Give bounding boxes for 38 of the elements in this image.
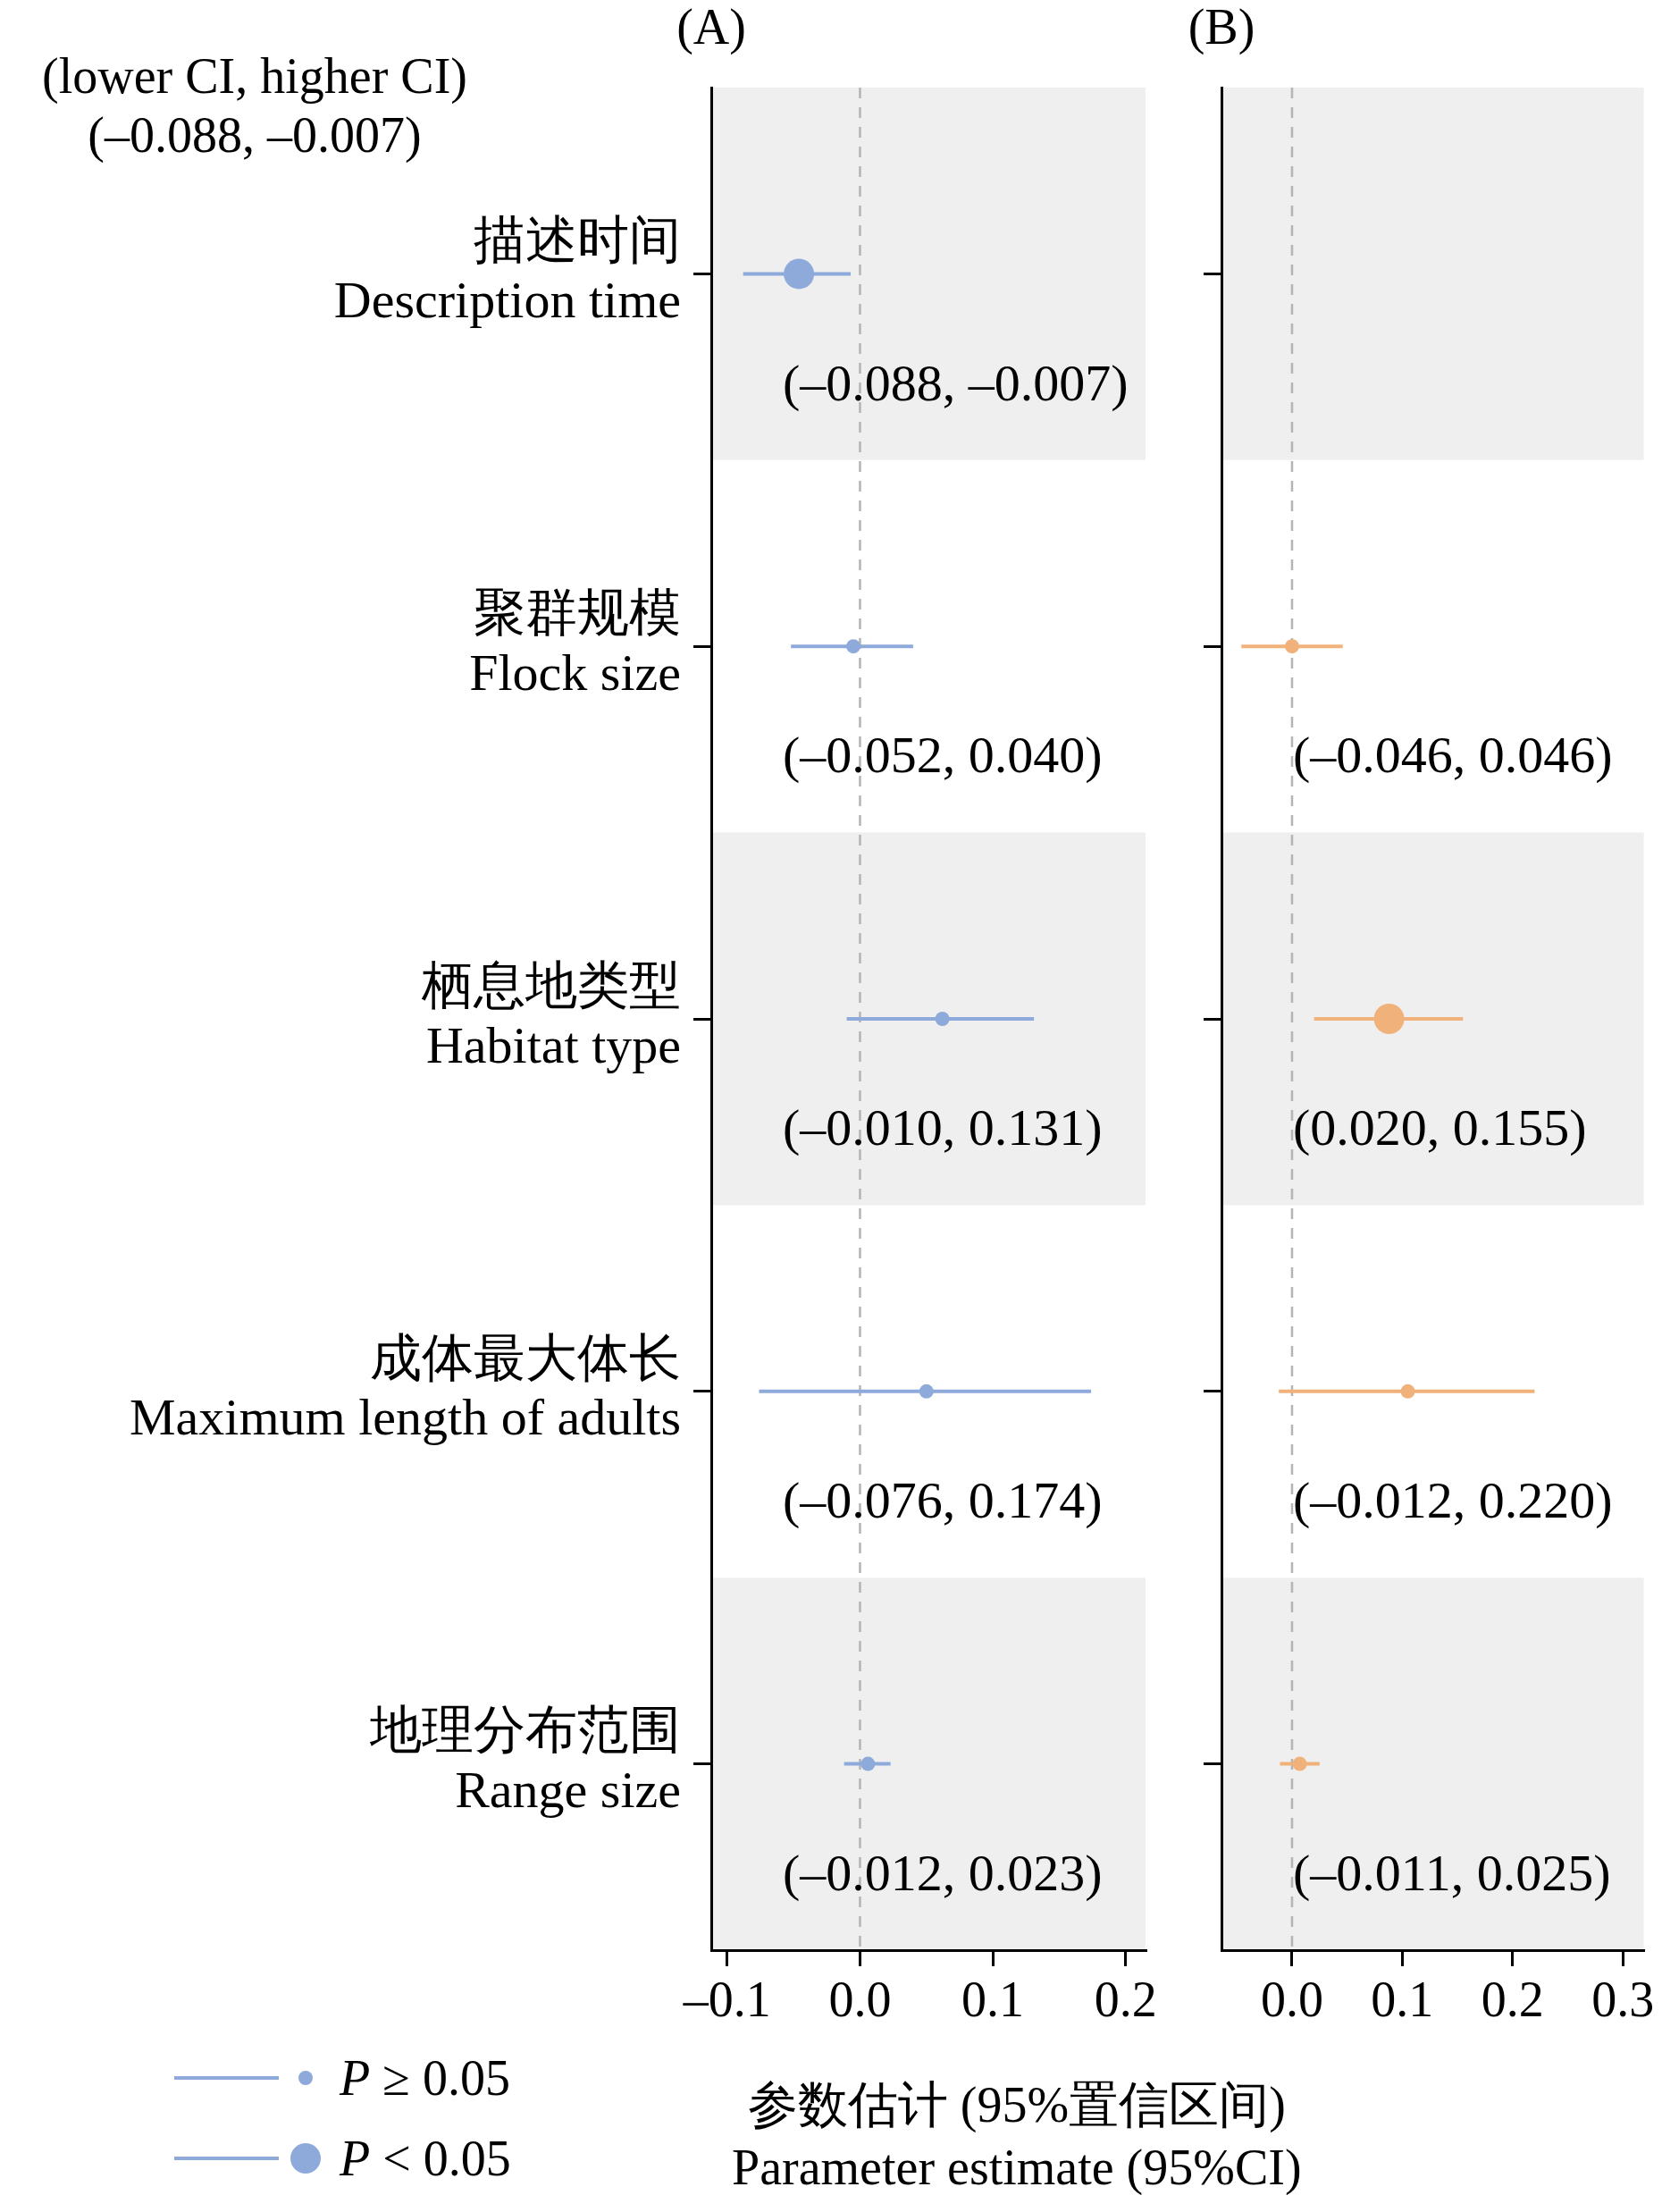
y-tick-label: 成体最大体长 Maximum length of adults — [130, 1328, 681, 1447]
x-tick-label: –0.1 — [682, 1972, 771, 2028]
point — [1400, 1384, 1415, 1399]
data-label: (–0.012, 0.220) — [1293, 1471, 1613, 1530]
data-label: (–0.052, 0.040) — [783, 726, 1103, 785]
chart-title: (B) — [1188, 0, 1255, 55]
y-tick-label: 描述时间 Description time — [333, 211, 681, 329]
x-tick-label: 0.2 — [1094, 1972, 1157, 2028]
point — [784, 258, 815, 290]
x-tick-label: 0.3 — [1591, 1972, 1655, 2028]
x-axis-title: 参数估计 (95%置信区间) Parameter estimate (95%CI) — [732, 2076, 1302, 2197]
chart-title: (A) — [676, 0, 746, 55]
data-label: (–0.011, 0.025) — [1293, 1843, 1611, 1902]
data-label: (–0.012, 0.023) — [783, 1843, 1103, 1902]
x-tick-label: 0.0 — [828, 1972, 892, 2028]
y-tick-label: 聚群规模 Flock size — [469, 584, 681, 702]
data-label: (–0.010, 0.131) — [783, 1098, 1103, 1157]
text: (–0.088, –0.007) — [88, 107, 422, 163]
legend-label: P < 0.05 — [340, 2130, 511, 2187]
point — [1373, 1004, 1405, 1034]
point — [860, 1756, 876, 1771]
data-label: (–0.046, 0.046) — [1293, 726, 1613, 785]
text: (lower CI, higher CI) — [42, 48, 467, 104]
x-tick-label: 0.2 — [1481, 1972, 1544, 2028]
point — [935, 1012, 950, 1026]
y-tick-label: 地理分布范围 Range size — [369, 1701, 681, 1820]
x-tick-label: 0.1 — [961, 1972, 1025, 2028]
data-label: (–0.088, –0.007) — [783, 353, 1129, 412]
point — [919, 1384, 934, 1399]
point — [1292, 1756, 1307, 1771]
x-tick-label: 0.1 — [1371, 1972, 1434, 2028]
data-label: (0.020, 0.155) — [1293, 1098, 1587, 1157]
point — [846, 639, 861, 654]
data-label: (–0.076, 0.174) — [783, 1471, 1103, 1530]
legend-label: P ≥ 0.05 — [340, 2049, 510, 2107]
point — [1284, 639, 1299, 654]
x-tick-label: 0.0 — [1260, 1972, 1323, 2028]
y-tick-label: 栖息地类型 Habitat type — [421, 955, 681, 1074]
